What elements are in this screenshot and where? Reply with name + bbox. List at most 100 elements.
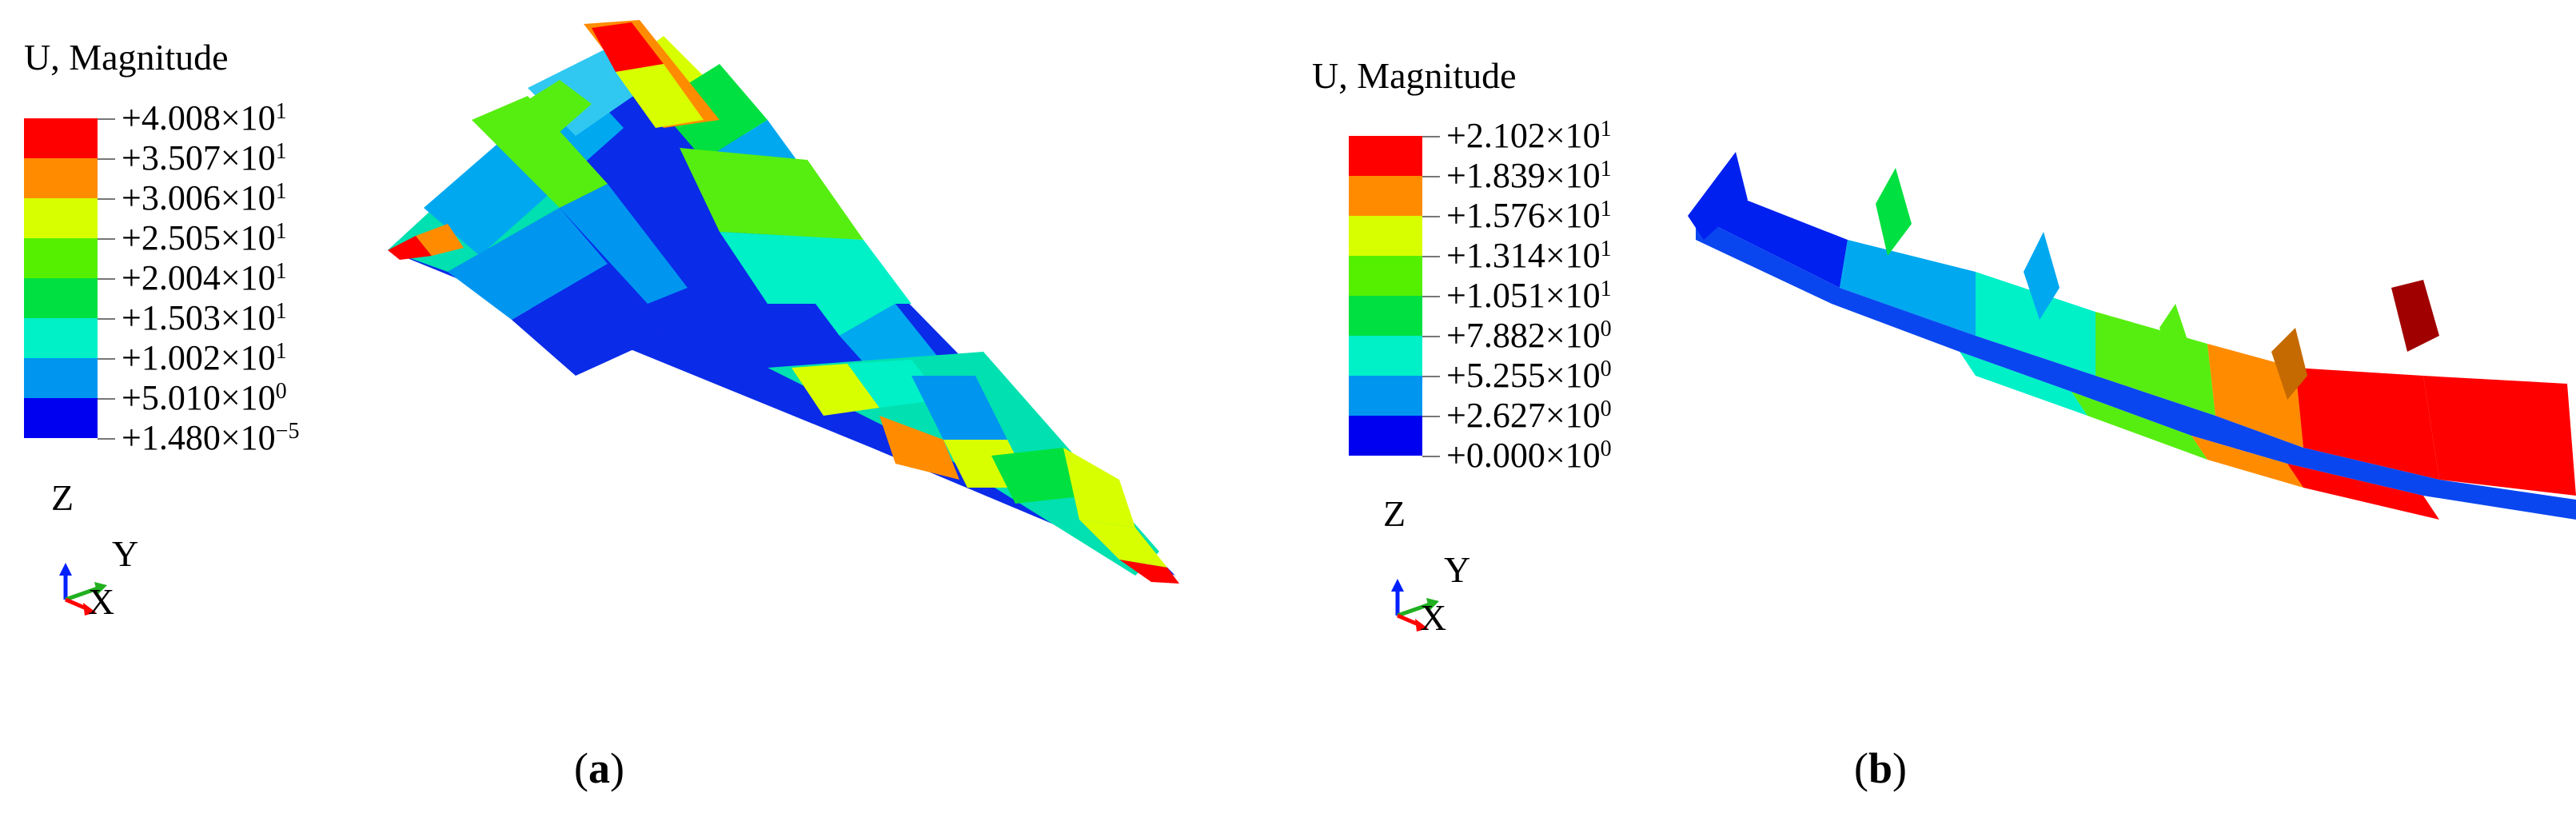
legend-swatch: [24, 278, 98, 318]
legend-tick: [1422, 296, 1440, 297]
legend-times-ten: ×10: [220, 218, 276, 257]
legend-times-ten: ×10: [1545, 156, 1601, 195]
legend-tick: [1422, 336, 1440, 337]
deformed-model-a: [388, 20, 1179, 584]
legend-exponent: 1: [1600, 277, 1612, 301]
legend-times-ten: ×10: [220, 98, 276, 137]
axis-label-x: X: [88, 581, 115, 622]
legend-value: +0.000×100: [1446, 438, 1612, 473]
contour-legend-b: +2.102×101 +1.839×101 +1.576×101 +1.314×101…: [1349, 118, 1717, 496]
legend-times-ten: ×10: [220, 178, 276, 217]
axis-arrows-icon: [1391, 579, 1439, 632]
legend-swatch: [1349, 136, 1422, 176]
caption-letter-a: a: [588, 744, 610, 792]
legend-exponent: −5: [275, 419, 300, 444]
axis-label-x: X: [1420, 597, 1447, 638]
legend-mantissa: +1.576: [1446, 196, 1545, 235]
legend-mantissa: +0.000: [1446, 436, 1545, 475]
legend-tick: [98, 398, 115, 400]
legend-exponent: 1: [275, 219, 287, 244]
legend-swatch: [1349, 296, 1422, 336]
legend-mantissa: +1.503: [122, 298, 221, 337]
legend-tick: [1422, 376, 1440, 377]
legend-swatch: [1349, 376, 1422, 416]
legend-exponent: 1: [275, 99, 287, 124]
legend-mantissa: +1.839: [1446, 156, 1545, 195]
legend-swatch: [24, 238, 98, 278]
legend-tick: [1422, 456, 1440, 457]
legend-tick: [98, 238, 115, 240]
legend-value: +5.255×100: [1446, 358, 1612, 393]
legend-tick: [98, 358, 115, 360]
legend-value: +1.314×101: [1446, 238, 1612, 273]
legend-times-ten: ×10: [220, 338, 276, 377]
legend-mantissa: +1.002: [122, 338, 221, 377]
legend-tick: [98, 438, 115, 440]
legend-tick: [98, 158, 115, 160]
legend-mantissa: +1.314: [1446, 236, 1545, 275]
legend-tick: [1422, 416, 1440, 417]
caption-letter-b: b: [1868, 744, 1893, 792]
legend-mantissa: +5.255: [1446, 356, 1545, 395]
legend-value: +4.008×101: [122, 101, 287, 136]
legend-times-ten: ×10: [1545, 356, 1601, 395]
legend-tick: [1422, 176, 1440, 177]
legend-exponent: 0: [1600, 317, 1612, 341]
legend-times-ten: ×10: [220, 258, 276, 297]
legend-mantissa: +2.627: [1446, 396, 1545, 435]
legend-value: +1.480×10−5: [122, 420, 299, 456]
legend-times-ten: ×10: [1545, 316, 1601, 355]
caption-a: (a): [574, 744, 624, 792]
legend-tick: [1422, 136, 1440, 137]
legend-exponent: 1: [1600, 197, 1612, 221]
legend-mantissa: +2.004: [122, 258, 221, 297]
legend-value: +3.006×101: [122, 181, 287, 216]
legend-value: +7.882×100: [1446, 318, 1612, 353]
legend-tick: [98, 118, 115, 120]
legend-swatch: [1349, 256, 1422, 296]
deformed-model-b: [1688, 152, 2576, 520]
legend-times-ten: ×10: [1545, 116, 1601, 155]
axis-arrows-icon: [59, 563, 107, 616]
legend-exponent: 1: [1600, 117, 1612, 141]
axis-label-y: Y: [112, 533, 139, 574]
caption-b: (b): [1854, 744, 1908, 792]
legend-mantissa: +2.102: [1446, 116, 1545, 155]
legend-exponent: 0: [1600, 436, 1612, 461]
legend-times-ten: ×10: [1545, 196, 1601, 235]
legend-mantissa: +2.505: [122, 218, 221, 257]
legend-times-ten: ×10: [1545, 276, 1601, 315]
legend-swatch: [24, 198, 98, 238]
legend-swatch: [24, 398, 98, 438]
legend-times-ten: ×10: [1545, 236, 1601, 275]
legend-tick: [1422, 216, 1440, 217]
legend-times-ten: ×10: [220, 378, 276, 417]
panel-b: U, Magnitude +2.102×101 +1.839×101 +1.576×…: [1288, 0, 2576, 813]
legend-swatch: [1349, 336, 1422, 376]
axis-label-z: Z: [51, 477, 74, 518]
legend-swatch: [24, 358, 98, 398]
legend-mantissa: +5.010: [122, 378, 221, 417]
axis-label-z: Z: [1383, 493, 1406, 534]
legend-exponent: 1: [1600, 157, 1612, 181]
legend-exponent: 1: [275, 179, 287, 204]
legend-swatch: [24, 158, 98, 198]
panel-a: U, Magnitude +4.008×101 +3.507×101 +3.006×…: [24, 20, 1179, 792]
legend-tick: [98, 318, 115, 320]
axis-triad-a: Z Y X: [32, 480, 144, 640]
legend-exponent: 1: [1600, 237, 1612, 261]
legend-mantissa: +3.507: [122, 138, 221, 177]
legend-times-ten: ×10: [1545, 436, 1601, 475]
legend-times-ten: ×10: [220, 418, 276, 457]
legend-value: +1.503×101: [122, 301, 287, 336]
legend-title-a: U, Magnitude: [24, 37, 229, 78]
axis-triad-b: Z Y X: [1364, 496, 1476, 656]
legend-value: +2.505×101: [122, 221, 287, 256]
legend-value: +1.002×101: [122, 341, 287, 376]
legend-exponent: 0: [1600, 397, 1612, 421]
legend-tick: [1422, 256, 1440, 257]
legend-exponent: 1: [275, 259, 287, 284]
legend-swatch: [24, 118, 98, 158]
legend-exponent: 0: [275, 379, 287, 404]
legend-value: +1.576×101: [1446, 198, 1612, 233]
